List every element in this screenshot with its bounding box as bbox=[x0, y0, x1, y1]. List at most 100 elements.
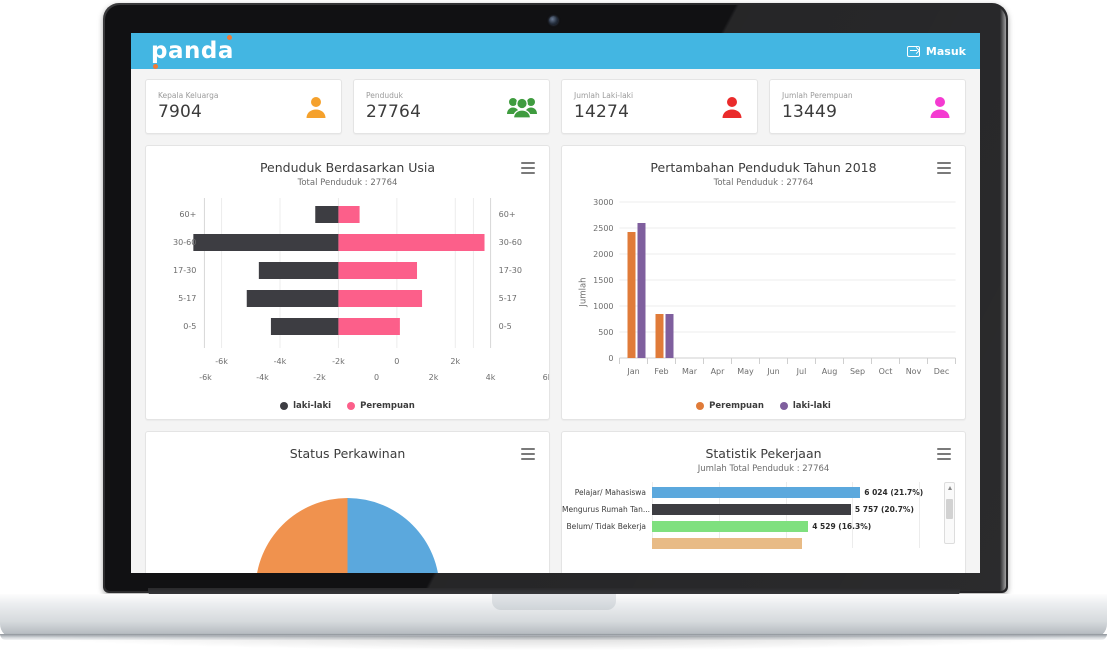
svg-text:-6k: -6k bbox=[199, 373, 212, 382]
chart-title: Status Perkawinan bbox=[289, 446, 406, 461]
chart-title: Statistik Pekerjaan bbox=[705, 446, 822, 461]
pyramid-axis-labels: -6k -4k -2k 0 2k 4k 6k bbox=[199, 373, 549, 382]
jobs-row-bar bbox=[652, 538, 802, 549]
legend-swatch-icon bbox=[696, 402, 705, 410]
legend-label: laki-laki bbox=[792, 401, 831, 411]
svg-text:2k: 2k bbox=[429, 373, 439, 382]
jobs-scrollbar[interactable] bbox=[944, 482, 955, 544]
jobs-row-value: 6 024 (21.7%) bbox=[864, 487, 924, 497]
legend-item-laki-laki[interactable]: laki-laki bbox=[280, 401, 331, 411]
svg-text:-2k: -2k bbox=[313, 373, 326, 382]
jobs-row-bar bbox=[652, 521, 809, 532]
stat-card-jumlah-laki-laki[interactable]: Jumlah Laki-laki 14274 bbox=[561, 79, 758, 134]
chart-title: Penduduk Berdasarkan Usia bbox=[259, 160, 436, 175]
jobs-row[interactable] bbox=[562, 535, 965, 552]
card-status-perkawinan: Status Perkawinan bbox=[145, 431, 550, 573]
legend-swatch-icon bbox=[347, 402, 356, 410]
jobs-row[interactable]: Pelajar/ Mahasiswa 6 024 (21.7%) bbox=[562, 484, 965, 501]
growth-legend: Perempuan laki-laki bbox=[562, 401, 965, 411]
svg-text:Nov: Nov bbox=[906, 367, 922, 376]
jobs-row-label: Mengurus Rumah Tan... bbox=[562, 505, 650, 514]
svg-text:0: 0 bbox=[374, 373, 379, 382]
svg-text:Dec: Dec bbox=[934, 367, 949, 376]
app-header: panda Masuk bbox=[131, 33, 980, 69]
laptop-base-notch bbox=[492, 594, 616, 610]
person-icon bbox=[719, 94, 745, 120]
app-logo[interactable]: panda bbox=[151, 34, 234, 69]
marital-pie-chart bbox=[257, 498, 438, 573]
svg-text:May: May bbox=[737, 367, 754, 376]
chart-subtitle: Total Penduduk : 27764 bbox=[713, 178, 814, 188]
svg-text:2000: 2000 bbox=[593, 250, 613, 259]
svg-text:30-60: 30-60 bbox=[173, 238, 196, 247]
svg-text:17-30: 17-30 bbox=[499, 266, 522, 275]
chart-row-bottom: Status Perkawinan Statistik Pekerjaan Ju… bbox=[145, 431, 966, 573]
legend-item-perempuan[interactable]: Perempuan bbox=[347, 401, 415, 411]
svg-text:60+: 60+ bbox=[179, 210, 196, 219]
svg-text:60+: 60+ bbox=[499, 210, 516, 219]
hamburger-icon[interactable] bbox=[937, 448, 951, 460]
scroll-up-arrow-icon[interactable] bbox=[948, 486, 952, 490]
pie-slice-2 bbox=[257, 498, 348, 573]
jobs-row-bar bbox=[652, 504, 851, 515]
screen-viewport: panda Masuk Kepala Keluarga 7904 bbox=[131, 33, 980, 573]
people-group-icon bbox=[507, 94, 537, 120]
hamburger-icon[interactable] bbox=[521, 448, 535, 460]
person-icon bbox=[303, 94, 329, 120]
bezel-highlight bbox=[1000, 5, 1006, 591]
jobs-row[interactable]: Belum/ Tidak Bekerja 4 529 (16.3%) bbox=[562, 518, 965, 535]
svg-text:Jumlah: Jumlah bbox=[579, 277, 589, 307]
svg-text:30-60: 30-60 bbox=[499, 238, 522, 247]
jobs-row-track: 6 024 (21.7%) bbox=[652, 484, 923, 501]
legend-swatch-icon bbox=[280, 402, 289, 410]
svg-text:Mar: Mar bbox=[682, 367, 698, 376]
hamburger-icon[interactable] bbox=[521, 162, 535, 174]
svg-text:-4k: -4k bbox=[256, 373, 269, 382]
legend-label: Perempuan bbox=[360, 401, 415, 411]
laptop-hinge bbox=[148, 588, 960, 596]
jobs-row-label: Belum/ Tidak Bekerja bbox=[566, 522, 646, 531]
svg-text:Feb: Feb bbox=[654, 367, 668, 376]
pyramid-plot: 60+ 30-60 17-30 5-17 0-5 60+ 30-60 17-30 5-1… bbox=[173, 198, 522, 366]
login-button[interactable]: Masuk bbox=[906, 45, 966, 58]
app-logo-text: panda bbox=[151, 37, 234, 64]
jobs-row[interactable]: Mengurus Rumah Tan... 5 757 (20.7%) bbox=[562, 501, 965, 518]
svg-text:1000: 1000 bbox=[593, 302, 613, 311]
chart-row-top: Penduduk Berdasarkan Usia Total Penduduk… bbox=[145, 145, 966, 420]
hamburger-icon[interactable] bbox=[937, 162, 951, 174]
svg-text:-2k: -2k bbox=[332, 357, 345, 366]
card-penduduk-berdasarkan-usia: Penduduk Berdasarkan Usia Total Penduduk… bbox=[145, 145, 550, 420]
stat-card-kepala-keluarga[interactable]: Kepala Keluarga 7904 bbox=[145, 79, 342, 134]
svg-text:Jan: Jan bbox=[626, 367, 639, 376]
jobs-row-track: 5 757 (20.7%) bbox=[652, 501, 919, 518]
card-statistik-pekerjaan: Statistik Pekerjaan Jumlah Total Pendudu… bbox=[561, 431, 966, 573]
stat-card-penduduk[interactable]: Penduduk 27764 bbox=[353, 79, 550, 134]
chart-subtitle: Total Penduduk : 27764 bbox=[297, 178, 398, 188]
growth-plot: 3000 2500 2000 1500 1000 500 0 Jumlah bbox=[579, 198, 956, 376]
stat-card-row: Kepala Keluarga 7904 Penduduk 27764 bbox=[145, 79, 966, 134]
jobs-row-label: Pelajar/ Mahasiswa bbox=[574, 488, 646, 497]
logo-dot-bottom-icon bbox=[153, 63, 158, 69]
svg-text:3000: 3000 bbox=[593, 198, 613, 207]
stat-card-jumlah-perempuan[interactable]: Jumlah Perempuan 13449 bbox=[769, 79, 966, 134]
svg-text:-6k: -6k bbox=[215, 357, 228, 366]
stat-value: 7904 bbox=[158, 102, 203, 122]
svg-text:0: 0 bbox=[608, 354, 613, 363]
pyramid-legend: laki-laki Perempuan bbox=[146, 401, 549, 411]
legend-label: laki-laki bbox=[293, 401, 332, 411]
svg-text:Sep: Sep bbox=[850, 367, 865, 376]
stat-value: 14274 bbox=[574, 102, 630, 122]
legend-item-laki-laki[interactable]: laki-laki bbox=[779, 401, 831, 411]
scrollbar-thumb[interactable] bbox=[946, 499, 953, 519]
svg-text:2500: 2500 bbox=[593, 224, 613, 233]
stat-label: Jumlah Laki-laki bbox=[574, 91, 634, 100]
stat-label: Kepala Keluarga bbox=[158, 91, 219, 100]
jobs-row-track: 4 529 (16.3%) bbox=[652, 518, 919, 535]
svg-text:Aug: Aug bbox=[822, 367, 838, 376]
legend-item-perempuan[interactable]: Perempuan bbox=[696, 401, 764, 411]
legend-label: Perempuan bbox=[709, 401, 764, 411]
svg-text:Jul: Jul bbox=[796, 367, 807, 376]
stat-value: 27764 bbox=[366, 102, 422, 122]
card-pertambahan-penduduk: Pertambahan Penduduk Tahun 2018 Total Pe… bbox=[561, 145, 966, 420]
